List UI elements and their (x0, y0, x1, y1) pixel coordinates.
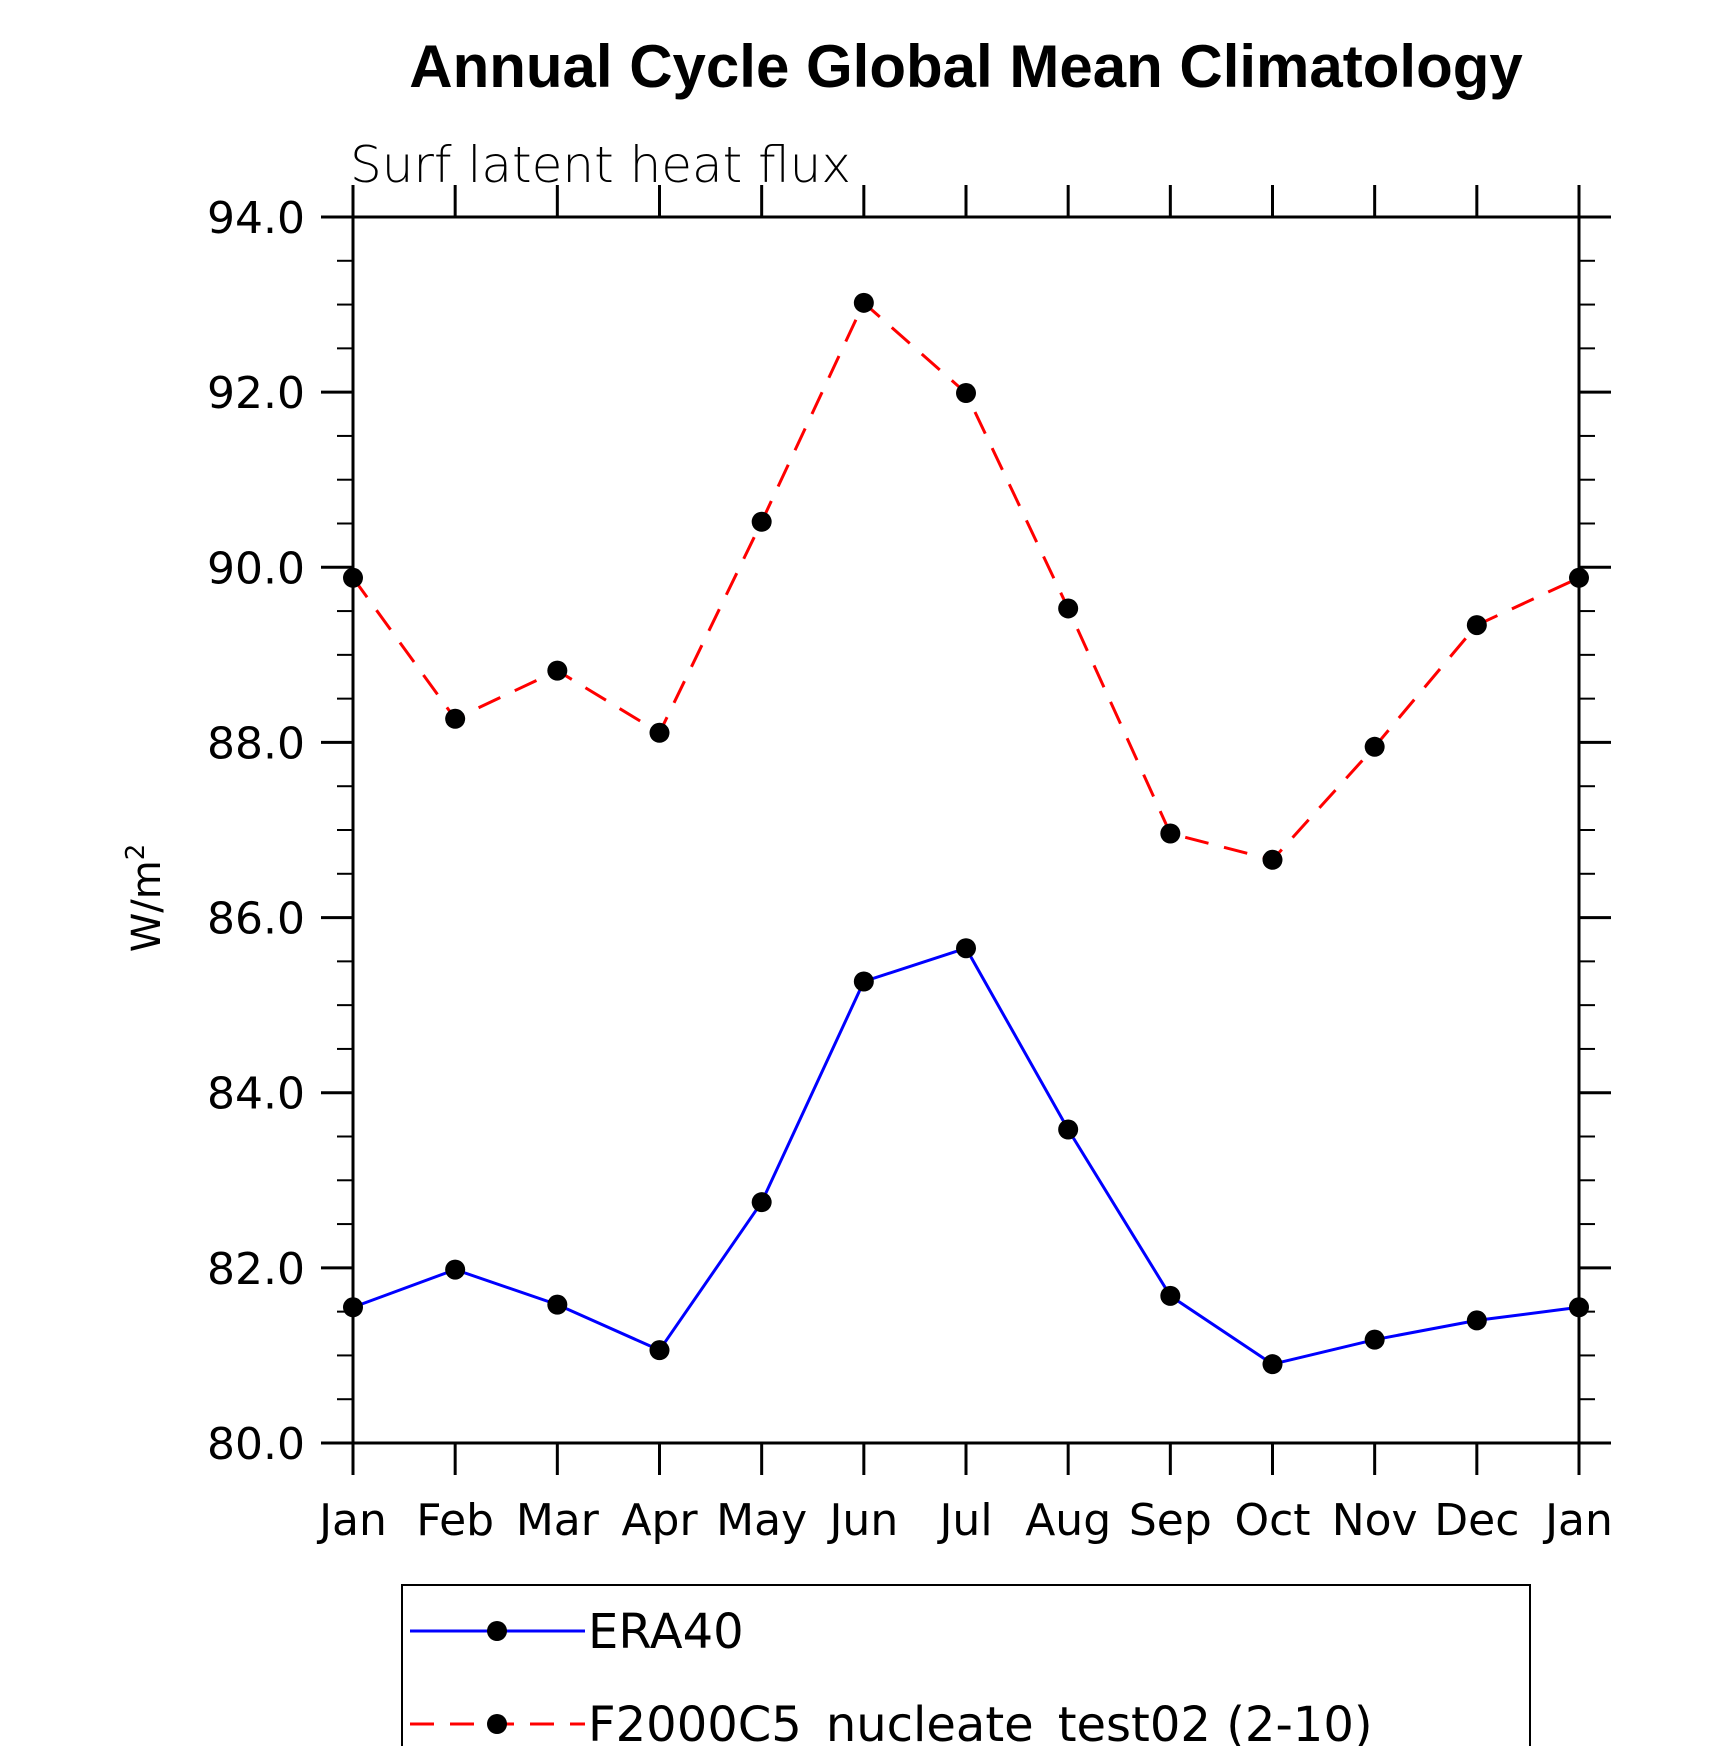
y-tick-label: 94.0 (207, 193, 305, 244)
y-tick-label: 80.0 (207, 1419, 305, 1470)
data-point (1364, 1329, 1385, 1350)
data-point (1160, 1285, 1181, 1306)
x-tick-label: Nov (1332, 1495, 1418, 1546)
legend-entry: ERA40 (410, 1604, 744, 1660)
data-point (547, 660, 568, 681)
legend-box (401, 1584, 1531, 1746)
data-point (956, 938, 976, 959)
data-point (1160, 823, 1181, 844)
data-point (751, 1192, 772, 1213)
x-tick-label: Feb (416, 1495, 494, 1546)
y-tick-label: 86.0 (207, 894, 305, 945)
y-tick-label: 88.0 (207, 718, 305, 769)
x-tick-label: Jan (1542, 1495, 1613, 1546)
series-layer (343, 292, 1589, 1375)
legend-label: ERA40 (588, 1604, 744, 1660)
axis-ticks (321, 185, 1611, 1475)
legend-marker (487, 1621, 507, 1641)
series-1 (343, 938, 1589, 1375)
legend-label: F2000C5_nucleate_test02 (2-10) (588, 1697, 1373, 1746)
y-axis-label-text: W/m (124, 860, 170, 952)
data-point (956, 383, 976, 404)
x-tick-label: Jul (936, 1495, 992, 1546)
data-point (1364, 736, 1385, 757)
data-point (649, 1340, 670, 1361)
data-point (1466, 615, 1487, 636)
data-point (445, 708, 466, 729)
data-point (1262, 849, 1283, 870)
plot-frame (351, 215, 1581, 1445)
y-axis-label-superscript: 2 (121, 844, 151, 861)
chart-title: Annual Cycle Global Mean Climatology (409, 33, 1523, 100)
chart-subtitle: Surf latent heat flux (350, 136, 851, 194)
data-point (853, 971, 874, 992)
y-tick-label: 92.0 (207, 368, 305, 419)
x-tick-label: Oct (1234, 1495, 1310, 1546)
x-tick-label: Dec (1434, 1495, 1519, 1546)
x-tick-label: Sep (1129, 1495, 1212, 1546)
x-tick-label: Jun (826, 1495, 898, 1546)
x-tick-label: May (716, 1495, 807, 1546)
data-point (853, 292, 874, 313)
data-point (751, 511, 772, 532)
x-tick-label: Jan (316, 1495, 387, 1546)
y-axis-label: W/m2 (121, 844, 170, 953)
y-tick-labels: 80.0 82.0 84.0 86.0 88.0 90.0 92.0 94.0 (207, 193, 305, 1470)
legend-marker (487, 1714, 507, 1734)
data-point (1262, 1354, 1283, 1375)
y-tick-label: 84.0 (207, 1069, 305, 1120)
data-point (1058, 598, 1079, 619)
data-point (1058, 1119, 1079, 1140)
x-tick-label: Aug (1025, 1495, 1111, 1546)
series-line (352, 946, 1580, 1366)
data-point (1466, 1310, 1487, 1331)
x-tick-labels: Jan Feb Mar Apr May Jun Jul Aug Sep Oct Nov Dec Jan (316, 1495, 1613, 1546)
x-tick-label: Mar (516, 1495, 600, 1546)
y-tick-label: 82.0 (207, 1244, 305, 1295)
data-point (547, 1294, 568, 1315)
legend: ERA40 F2000C5_nucleate_test02 (2-10) (401, 1584, 1531, 1746)
legend-entry: F2000C5_nucleate_test02 (2-10) (410, 1697, 1373, 1746)
data-point (649, 722, 670, 743)
y-tick-label: 90.0 (207, 543, 305, 594)
series-2 (343, 292, 1589, 870)
data-point (445, 1259, 466, 1280)
x-tick-label: Apr (621, 1495, 698, 1546)
